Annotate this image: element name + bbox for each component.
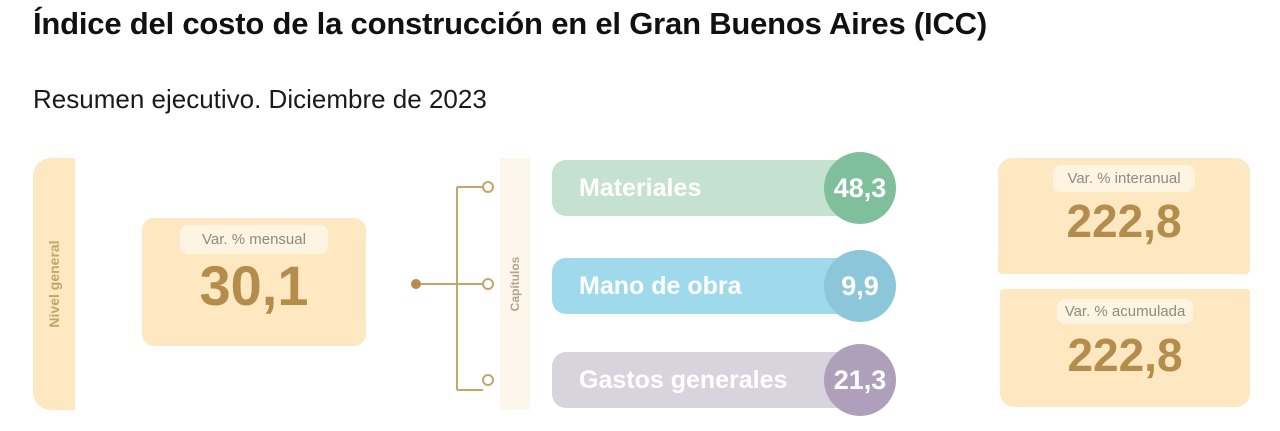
chapter-bar-gastos-generales: Gastos generales 21,3 [552, 344, 896, 416]
chapter-bar-materiales: Materiales 48,3 [552, 152, 896, 224]
capitulos-strip: Capítulos [500, 158, 530, 410]
nivel-general-label: Nivel general [46, 240, 62, 328]
chapter-label: Gastos generales [579, 365, 788, 394]
capitulos-label: Capítulos [508, 256, 522, 312]
monthly-variation-value: 30,1 [199, 254, 309, 317]
chapter-label: Materiales [579, 173, 702, 202]
page-title: Índice del costo de la construcción en e… [33, 6, 987, 41]
chapter-value-bubble: 48,3 [824, 152, 896, 224]
interanual-variation-label: Var. % interanual [1053, 165, 1195, 192]
chapter-value-bubble: 21,3 [824, 344, 896, 416]
interanual-variation-value: 222,8 [1066, 195, 1182, 247]
interanual-variation-card: Var. % interanual 222,8 [998, 158, 1250, 274]
monthly-variation-label: Var. % mensual [180, 225, 328, 254]
monthly-variation-card: Var. % mensual 30,1 [142, 218, 366, 346]
tree-connector-icon [411, 181, 494, 391]
chapter-value-bubble: 9,9 [824, 250, 896, 322]
accumulated-variation-card: Var. % acumulada 222,8 [1000, 289, 1250, 407]
chapter-bar-mano-de-obra: Mano de obra 9,9 [552, 250, 896, 322]
nivel-general-tab: Nivel general [33, 158, 75, 410]
chapter-label: Mano de obra [579, 271, 742, 300]
accumulated-variation-value: 222,8 [1067, 329, 1183, 381]
accumulated-variation-label: Var. % acumulada [1056, 299, 1194, 324]
page-subtitle: Resumen ejecutivo. Diciembre de 2023 [33, 84, 487, 114]
